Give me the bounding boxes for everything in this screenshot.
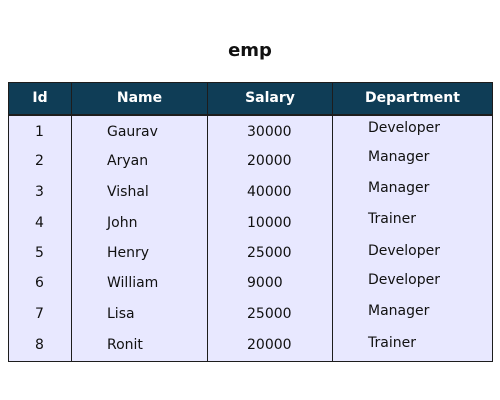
cell-name: John [107, 215, 138, 231]
cell-salary: 20000 [247, 153, 292, 169]
table-header: Id Name Salary Department [8, 82, 493, 115]
cell-salary: 40000 [247, 184, 292, 200]
cell-department: Trainer [368, 335, 416, 351]
body-divider [332, 116, 333, 361]
cell-salary: 30000 [247, 124, 292, 140]
cell-department: Manager [368, 180, 430, 196]
cell-name: Vishal [107, 184, 149, 200]
cell-department: Developer [368, 120, 441, 136]
header-divider [71, 83, 72, 114]
body-divider [71, 116, 72, 361]
column-header-name: Name [116, 90, 163, 106]
emp-table: Id Name Salary Department 1 Gaurav 30000 De… [8, 82, 493, 362]
column-header-salary: Salary [245, 90, 295, 106]
table-body: 1 Gaurav 30000 Developer 2 Aryan 20000 Manager 3… [8, 115, 493, 362]
cell-department: Manager [368, 303, 430, 319]
cell-name: Lisa [107, 306, 135, 322]
cell-salary: 10000 [247, 215, 292, 231]
cell-name: William [107, 275, 159, 291]
cell-id: 1 [35, 124, 44, 140]
table-title: emp [228, 40, 272, 61]
cell-department: Developer [368, 243, 441, 259]
body-divider [207, 116, 208, 361]
cell-name: Ronit [107, 337, 143, 353]
cell-salary: 25000 [247, 245, 292, 261]
cell-name: Henry [107, 245, 150, 261]
cell-department: Developer [368, 272, 441, 288]
cell-id: 5 [35, 245, 44, 261]
cell-id: 2 [35, 153, 44, 169]
column-header-id: Id [32, 90, 48, 106]
cell-id: 4 [35, 215, 44, 231]
cell-name: Gaurav [107, 124, 158, 140]
header-divider [207, 83, 208, 114]
column-header-department: Department [365, 90, 460, 106]
cell-salary: 20000 [247, 337, 292, 353]
cell-name: Aryan [107, 153, 149, 169]
cell-salary: 25000 [247, 306, 292, 322]
cell-department: Trainer [368, 211, 416, 227]
header-divider [332, 83, 333, 114]
cell-id: 3 [35, 184, 44, 200]
cell-salary: 9000 [247, 275, 283, 291]
cell-department: Manager [368, 149, 430, 165]
cell-id: 8 [35, 337, 44, 353]
cell-id: 7 [35, 306, 44, 322]
cell-id: 6 [35, 275, 44, 291]
